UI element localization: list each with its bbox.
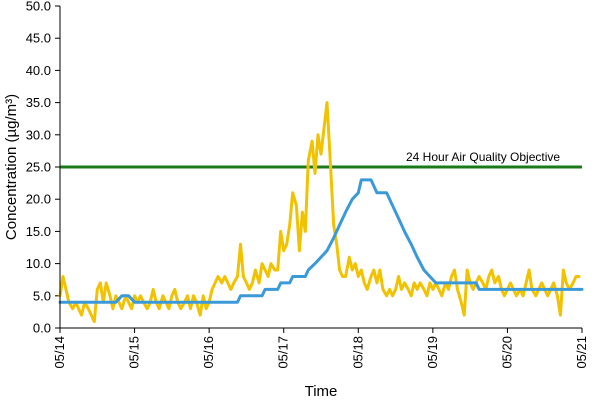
y-tick-label: 0.0: [33, 321, 51, 336]
series-layer: [58, 101, 584, 324]
series-line-2: [58, 178, 584, 304]
air-quality-objective-label: 24 Hour Air Quality Objective: [406, 150, 560, 164]
y-tick-label: 40.0: [26, 63, 51, 78]
x-axis-ticks: 05/14 05/15 05/16 05/17 05/18 05/19 05/20 05/21: [52, 328, 589, 369]
y-axis-title: Concentration (µg/m³): [3, 94, 20, 240]
y-axis-ticks: 0.0 5.0 10.0 15.0 20.0 25.0 30.0 35.0 40.0 45.0 50…: [26, 0, 60, 336]
y-tick-label: 35.0: [26, 95, 51, 110]
x-tick-label: 05/18: [350, 336, 365, 369]
x-tick-label: 05/16: [201, 336, 216, 369]
y-tick-label: 25.0: [26, 160, 51, 175]
x-tick-label: 05/17: [276, 336, 291, 369]
x-tick-label: 05/20: [499, 336, 514, 369]
y-tick-label: 10.0: [26, 256, 51, 271]
x-tick-label: 05/15: [127, 336, 142, 369]
x-tick-label: 05/14: [52, 336, 67, 369]
series-line-1: [58, 101, 581, 324]
y-tick-label: 50.0: [26, 0, 51, 14]
y-tick-label: 5.0: [33, 288, 51, 303]
y-tick-label: 20.0: [26, 192, 51, 207]
y-tick-label: 15.0: [26, 224, 51, 239]
x-tick-label: 05/19: [425, 336, 440, 369]
x-axis-title: Time: [305, 383, 338, 400]
x-tick-label: 05/21: [574, 336, 589, 369]
y-tick-label: 45.0: [26, 31, 51, 46]
y-tick-label: 30.0: [26, 127, 51, 142]
